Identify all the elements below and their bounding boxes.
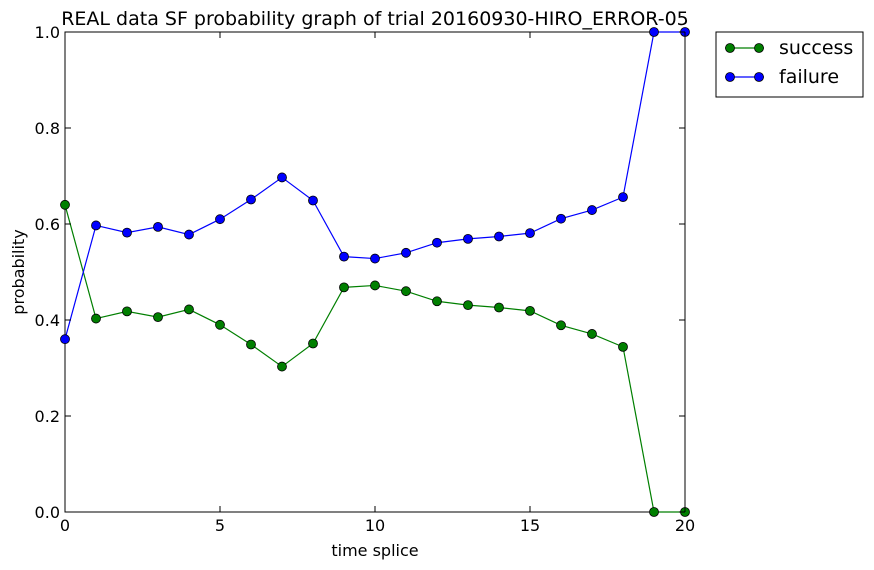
series-point-success-4	[184, 304, 194, 315]
series-point-success-17	[587, 329, 597, 339]
legend-marker-failure-0	[725, 72, 735, 82]
legend: success failure	[715, 31, 864, 98]
series-point-success-15	[525, 305, 535, 316]
y-tick-label-3: 0.6	[35, 215, 60, 234]
legend-marker-failure-1	[754, 72, 764, 82]
series-point-success-16	[556, 320, 566, 331]
series-point-failure-18	[618, 192, 628, 203]
series-point-failure-3	[153, 221, 163, 232]
ticks-layer: 0 5 10 15 20 0.0 0.2 0.4 0.6 0.8 1.0	[35, 23, 696, 535]
series-point-failure-7	[277, 172, 287, 183]
x-tick-label-0: 0	[60, 516, 70, 535]
series-point-failure-10	[370, 253, 380, 264]
y-tick-label-4: 0.8	[35, 119, 60, 138]
series-point-failure-4	[184, 229, 194, 240]
series-point-failure-13	[463, 233, 473, 244]
legend-label-success: success	[779, 37, 853, 59]
series-point-success-18	[618, 341, 628, 352]
series-point-failure-16	[556, 213, 566, 224]
x-axis-label: time splice	[331, 541, 418, 560]
series-point-failure-5	[215, 214, 225, 225]
series-point-success-10	[370, 280, 380, 291]
series-point-success-3	[153, 312, 163, 323]
series-point-failure-19	[649, 27, 659, 37]
series-point-success-8	[308, 338, 318, 349]
y-tick-label-2: 0.4	[35, 311, 60, 330]
series-point-success-14	[494, 302, 504, 313]
series-point-success-6	[246, 339, 256, 350]
chart-title: REAL data SF probability graph of trial …	[61, 8, 689, 30]
series-point-success-19	[649, 507, 659, 517]
series-point-success-12	[432, 296, 442, 307]
series-point-failure-17	[587, 205, 597, 215]
y-axis-label: probability	[9, 229, 28, 314]
series-point-failure-1	[91, 220, 101, 231]
series-point-failure-14	[494, 231, 504, 242]
legend-items: success failure	[725, 37, 853, 88]
x-tick-label-3: 15	[520, 516, 540, 535]
series-point-success-5	[215, 319, 225, 330]
series-point-failure-12	[432, 237, 442, 248]
series-point-success-1	[91, 313, 101, 324]
series-point-failure-15	[525, 228, 535, 239]
plot-area: 0 5 10 15 20 0.0 0.2 0.4 0.6 0.8 1.0	[35, 23, 696, 535]
series-point-failure-0	[60, 334, 70, 345]
y-tick-label-5: 1.0	[35, 23, 60, 42]
legend-marker-success-0	[725, 43, 735, 53]
series-point-failure-6	[246, 194, 256, 205]
legend-frame	[715, 31, 864, 98]
series-layer	[60, 27, 690, 517]
x-tick-label-2: 10	[365, 516, 385, 535]
x-tick-label-1: 5	[215, 516, 225, 535]
legend-label-failure: failure	[779, 66, 839, 88]
series-point-success-7	[277, 361, 287, 372]
series-point-success-0	[60, 199, 70, 210]
x-tick-label-4: 20	[675, 516, 695, 535]
series-point-failure-2	[122, 227, 132, 238]
series-point-failure-9	[339, 251, 349, 262]
plot-frame	[64, 31, 686, 513]
y-tick-label-0: 0.0	[35, 503, 60, 522]
series-point-success-2	[122, 306, 132, 317]
y-tick-label-1: 0.2	[35, 407, 60, 426]
series-point-failure-11	[401, 247, 411, 258]
series-point-success-11	[401, 286, 411, 297]
series-point-success-13	[463, 300, 473, 311]
series-point-success-9	[339, 282, 349, 293]
series-point-failure-8	[308, 195, 318, 206]
legend-marker-success-1	[754, 43, 764, 53]
